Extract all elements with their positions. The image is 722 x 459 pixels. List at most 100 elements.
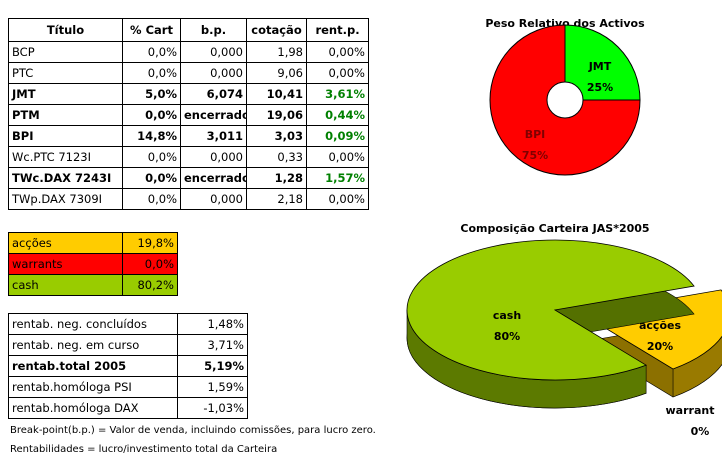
table-cell: 0,000 (180, 146, 247, 168)
table-cell: rentab.homóloga DAX (8, 397, 178, 419)
header-row: Título% Cart b.p. cotação rent.p. (8, 18, 369, 42)
table-cell: 0,00% (306, 41, 369, 63)
table-cell: 1,57% (306, 167, 369, 189)
table-cell: rentab. neg. em curso (8, 334, 178, 356)
table-cell: 19,06 (246, 104, 307, 126)
header-cell: cotação (246, 18, 307, 42)
pie-slice (406, 239, 695, 381)
slice-value: 25% (587, 81, 613, 94)
chart-title: Composição Carteira JAS*2005 (460, 222, 649, 235)
table-cell: 0,000 (180, 188, 247, 210)
table-cell: rentab.homóloga PSI (8, 376, 178, 398)
table: acções 19,8% warrants 0,0% cash 80,2% (8, 232, 178, 296)
table-cell: encerrado (180, 167, 247, 189)
table-cell: 6,074 (180, 83, 247, 105)
header-cell: % Cart (122, 18, 181, 42)
table-cell: 0,000 (180, 62, 247, 84)
table-cell: 0,00% (306, 62, 369, 84)
table-row: JMT 5,0% 6,074 10,41 3,61% (8, 83, 369, 105)
table-row: rentab. neg. em curso 3,71% (8, 334, 248, 356)
table-row: TWc.DAX 7243I 0,0% encerrado 1,28 1,57% (8, 167, 369, 189)
table-cell: 1,59% (177, 376, 248, 398)
table-row: rentab.homóloga PSI 1,59% (8, 376, 248, 398)
table-cell: TWc.DAX 7243I (8, 167, 123, 189)
table-cell: 2,18 (246, 188, 307, 210)
table-cell: rentab.total 2005 (8, 355, 178, 377)
table-cell: 0,0% (122, 62, 181, 84)
table-cell: 80,2% (122, 274, 178, 296)
slice-label: acções (639, 319, 681, 332)
table-cell: BCP (8, 41, 123, 63)
table-cell: 3,71% (177, 334, 248, 356)
table-row: acções 19,8% (8, 232, 178, 254)
table-cell: TWp.DAX 7309I (8, 188, 123, 210)
table-row: rentab.total 2005 5,19% (8, 355, 248, 377)
donut-slice (564, 24, 641, 101)
table-row: TWp.DAX 7309I 0,0% 0,000 2,18 0,00% (8, 188, 369, 210)
header-cell: b.p. (180, 18, 247, 42)
table-row: rentab. neg. concluídos 1,48% (8, 313, 248, 335)
table-cell: 0,0% (122, 167, 181, 189)
slice-label: JMT (588, 60, 612, 73)
table-cell: 10,41 (246, 83, 307, 105)
table-row: rentab.homóloga DAX -1,03% (8, 397, 248, 419)
table-cell: 0,44% (306, 104, 369, 126)
table-cell: 19,8% (122, 232, 178, 254)
table-row: Wc.PTC 7123I 0,0% 0,000 0,33 0,00% (8, 146, 369, 168)
table-cell: cash (8, 274, 123, 296)
donut-slice (489, 24, 641, 176)
table-cell: 1,48% (177, 313, 248, 335)
table-row: cash 80,2% (8, 274, 178, 296)
table: rentab. neg. concluídos 1,48% rentab. neg.… (8, 313, 248, 419)
table-row: BPI 14,8% 3,011 3,03 0,09% (8, 125, 369, 147)
table-cell: 0,0% (122, 41, 181, 63)
table-cell: 1,28 (246, 167, 307, 189)
table-cell: 3,61% (306, 83, 369, 105)
note: Rentabilidades = lucro/investimento tota… (10, 444, 278, 455)
table-cell: 0,33 (246, 146, 307, 168)
table-cell: 3,011 (180, 125, 247, 147)
slice-value: 75% (522, 149, 548, 162)
note: Break-point(b.p.) = Valor de venda, incl… (10, 425, 376, 436)
table-cell: encerrado (180, 104, 247, 126)
table-cell: 5,0% (122, 83, 181, 105)
table-cell: 0,000 (180, 41, 247, 63)
table-cell: 0,0% (122, 253, 178, 275)
header-cell: Título (8, 18, 123, 42)
table-row: warrants 0,0% (8, 253, 178, 275)
table-cell: warrants (8, 253, 123, 275)
table-cell: Wc.PTC 7123I (8, 146, 123, 168)
table-cell: 5,19% (177, 355, 248, 377)
chart-title: Peso Relativo dos Activos (485, 17, 645, 30)
table-row: PTC 0,0% 0,000 9,06 0,00% (8, 62, 369, 84)
table-cell: 9,06 (246, 62, 307, 84)
pie-rim (672, 335, 722, 398)
table-cell: BPI (8, 125, 123, 147)
table-cell: PTC (8, 62, 123, 84)
slice-label: warrant (666, 404, 715, 417)
slice-label: BPI (525, 128, 546, 141)
slice-value: 0% (691, 425, 710, 438)
header-cell: rent.p. (306, 18, 369, 42)
table-row: BCP 0,0% 0,000 1,98 0,00% (8, 41, 369, 63)
table-cell: 0,0% (122, 188, 181, 210)
table-cell: 1,98 (246, 41, 307, 63)
slice-label: cash (493, 309, 521, 322)
table-row: PTM 0,0% encerrado 19,06 0,44% (8, 104, 369, 126)
table-cell: 0,09% (306, 125, 369, 147)
table-cell: acções (8, 232, 123, 254)
table-cell: 0,0% (122, 104, 181, 126)
table-cell: -1,03% (177, 397, 248, 419)
table-cell: 0,0% (122, 146, 181, 168)
table: Título% Cart b.p. cotação rent.p. BCP 0,0% 0,0… (8, 18, 369, 210)
table-cell: PTM (8, 104, 123, 126)
table-cell: 3,03 (246, 125, 307, 147)
slice-value: 80% (494, 330, 520, 343)
slice-value: 20% (647, 340, 673, 353)
table-cell: JMT (8, 83, 123, 105)
table-cell: 0,00% (306, 188, 369, 210)
table-cell: rentab. neg. concluídos (8, 313, 178, 335)
table-cell: 0,00% (306, 146, 369, 168)
